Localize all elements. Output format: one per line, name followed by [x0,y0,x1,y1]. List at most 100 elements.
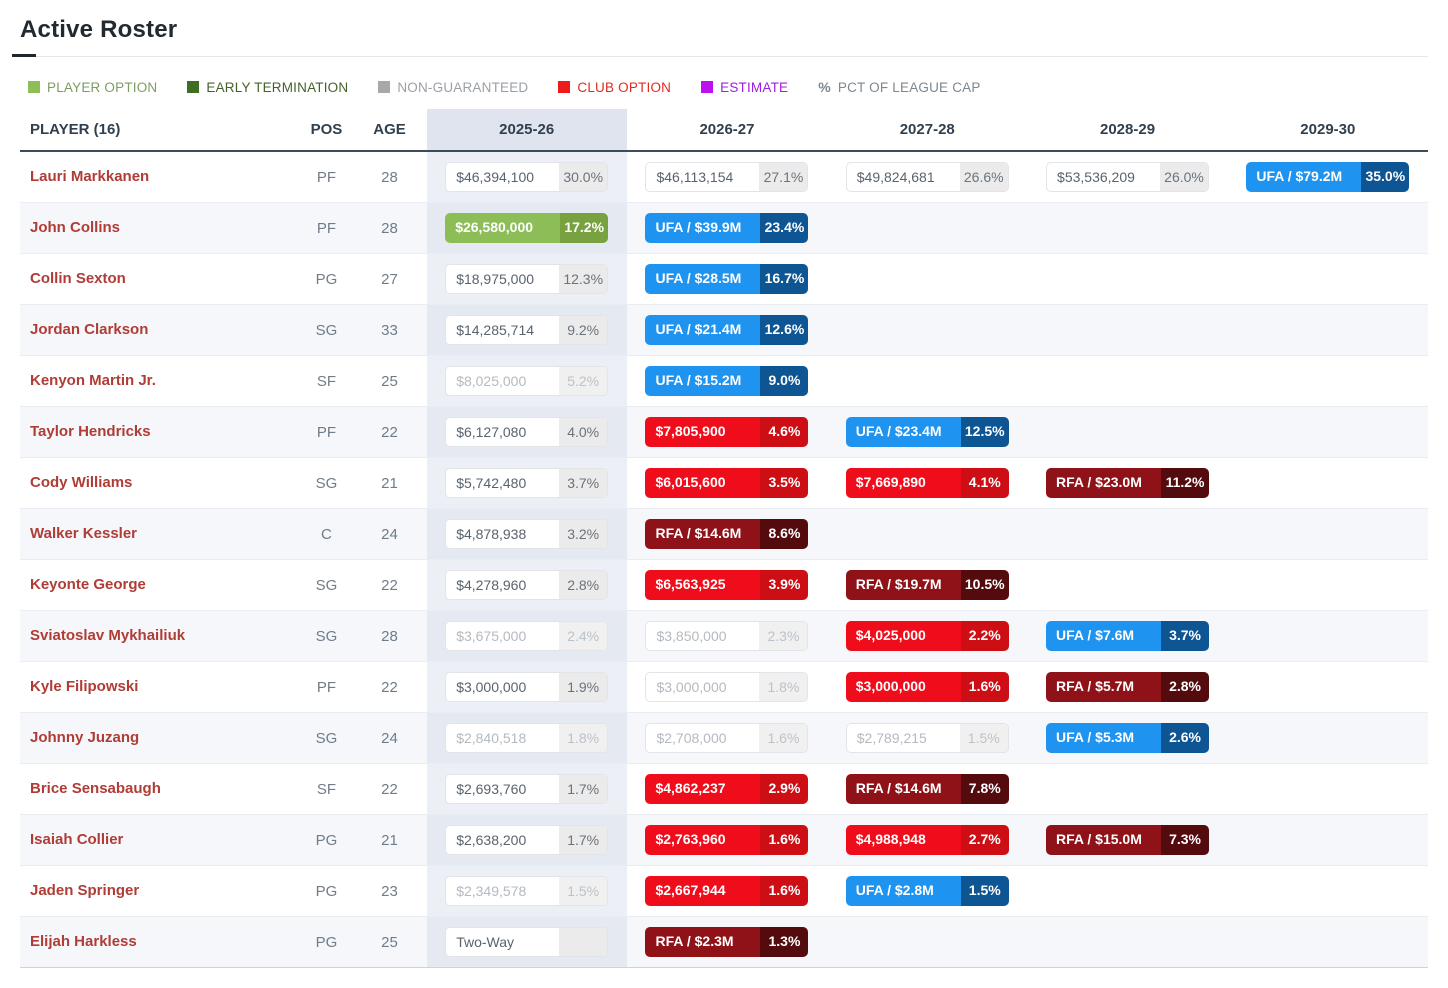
contract-value: RFA / $15.0M [1046,825,1162,855]
contract-badge-blue: UFA / $79.2M 35.0% [1246,162,1410,192]
table-row-cody-williams: Cody Williams SG 21 $5,742,480 3.7% $6,015,60… [20,457,1428,509]
player-cell: Collin Sexton [20,254,300,305]
contract-badge-muted: $3,850,000 2.3% [645,621,809,651]
contract-badge-plain: $3,000,000 1.9% [445,672,609,702]
contract-value: $3,675,000 [456,628,527,644]
player-link-kyle-filipowski[interactable]: Kyle Filipowski [30,678,139,695]
contract-pct: 4.6% [760,417,809,447]
contract-pct: 2.2% [960,621,1009,651]
legend-label: CLUB OPTION [577,79,672,95]
contract-cell-2027-28 [827,509,1027,560]
contract-badge-muted: $2,349,578 1.5% [445,876,609,906]
player-link-taylor-hendricks[interactable]: Taylor Hendricks [30,423,151,440]
player-link-walker-kessler[interactable]: Walker Kessler [30,525,138,542]
column-header-2028-29: 2028-29 [1100,121,1156,138]
contract-cell-2027-28: UFA / $2.8M 1.5% [827,866,1027,917]
contract-pct: 1.9% [559,673,608,701]
player-link-johnny-juzang[interactable]: Johnny Juzang [30,729,140,746]
contract-cell-2025-26: $3,000,000 1.9% [426,661,627,713]
contract-badge-red: $6,015,600 3.5% [645,468,809,498]
contract-value: $14,285,714 [456,322,535,338]
contract-value: $2,763,960 [645,825,761,855]
contract-badge-blue: UFA / $21.4M 12.6% [645,315,809,345]
contract-pct: 3.9% [760,570,809,600]
contract-badge-plain: $14,285,714 9.2% [445,315,609,345]
legend-item-non-guaranteed: NON-GUARANTEED [378,80,528,95]
player-link-kenyon-martin-jr[interactable]: Kenyon Martin Jr. [30,372,156,389]
pos-cell: PG [315,831,338,849]
contract-cell-2026-27: UFA / $15.2M 9.0% [627,356,827,407]
contract-pct: 2.8% [1161,672,1210,702]
player-link-elijah-harkless[interactable]: Elijah Harkless [30,933,137,950]
contract-pct: 2.8% [559,571,608,599]
player-cell: Jaden Springer [20,866,300,917]
contract-cell-2026-27: $4,862,237 2.9% [627,764,827,815]
contract-pct: 1.8% [559,724,608,752]
age-cell: 33 [381,321,398,339]
contract-value: $46,113,154 [656,169,734,185]
player-link-jaden-springer[interactable]: Jaden Springer [30,882,140,899]
legend-swatch-early-termination-icon [187,81,200,93]
legend-swatch-club-option-icon [558,81,571,93]
page: Active Roster PLAYER OPTION EARLY TERMINA… [0,16,1448,968]
contract-cell-2029-30 [1228,764,1428,815]
player-cell: Walker Kessler [20,509,300,560]
table-row-kenyon-martin-jr: Kenyon Martin Jr. SF 25 $8,025,000 5.2% UFA /… [20,355,1428,407]
contract-cell-2025-26: $26,580,000 17.2% [426,202,627,254]
contract-pct: 35.0% [1361,162,1410,192]
contract-value: UFA / $23.4M [845,417,961,447]
contract-cell-2029-30 [1228,662,1428,713]
legend-item-player-option: PLAYER OPTION [28,80,157,95]
player-link-cody-williams[interactable]: Cody Williams [30,474,133,491]
contract-value: $3,000,000 [456,679,527,695]
player-link-lauri-markkanen[interactable]: Lauri Markkanen [30,168,150,185]
contract-value: $6,127,080 [456,424,527,440]
contract-value: $8,025,000 [456,373,527,389]
contract-badge-plain: $4,878,938 3.2% [445,519,609,549]
contract-cell-2027-28 [827,305,1027,356]
contract-badge-blue: UFA / $15.2M 9.0% [645,366,809,396]
age-cell: 27 [381,270,398,288]
age-cell: 28 [381,219,398,237]
table-row-walker-kessler: Walker Kessler C 24 $4,878,938 3.2% RFA / $14… [20,508,1428,560]
age-cell: 24 [381,525,398,543]
column-header-age: AGE [373,121,406,138]
player-link-keyonte-george[interactable]: Keyonte George [30,576,146,593]
player-link-collin-sexton[interactable]: Collin Sexton [30,270,126,287]
age-cell: 25 [381,933,398,951]
player-link-jordan-clarkson[interactable]: Jordan Clarkson [30,321,149,338]
contract-badge-twoway: Two-Way [445,927,609,957]
contract-cell-2028-29 [1027,356,1227,407]
contract-pct: 3.5% [760,468,809,498]
player-cell: Elijah Harkless [20,917,300,968]
contract-value: UFA / $28.5M [645,264,761,294]
contract-cell-2028-29: RFA / $5.7M 2.8% [1027,662,1227,713]
contract-cell-2028-29 [1027,917,1227,968]
age-cell: 23 [381,882,398,900]
age-cell: 24 [381,729,398,747]
table-row-john-collins: John Collins PF 28 $26,580,000 17.2% UFA / $3… [20,202,1428,254]
age-cell: 28 [381,627,398,645]
contract-pct: 1.8% [759,673,808,701]
contract-value: RFA / $23.0M [1046,468,1162,498]
table-header: PLAYER (16) POS AGE 2025-26 2026-27 2027-28 20… [20,109,1428,151]
contract-cell-2026-27: RFA / $2.3M 1.3% [627,917,827,968]
contract-cell-2029-30: UFA / $79.2M 35.0% [1228,151,1428,203]
contract-cell-2028-29 [1027,764,1227,815]
contract-cell-2026-27: $6,015,600 3.5% [627,458,827,509]
player-link-brice-sensabaugh[interactable]: Brice Sensabaugh [30,780,161,797]
contract-cell-2028-29 [1027,254,1227,305]
contract-badge-red: $2,667,944 1.6% [645,876,809,906]
player-link-john-collins[interactable]: John Collins [30,219,120,236]
contract-cell-2027-28: $49,824,681 26.6% [827,151,1027,203]
contract-value: $46,394,100 [456,169,535,185]
player-link-sviatoslav-mykhailiuk[interactable]: Sviatoslav Mykhailiuk [30,627,186,644]
column-header-2029-30: 2029-30 [1300,121,1356,138]
contract-cell-2028-29 [1027,407,1227,458]
contract-value: UFA / $2.8M [845,876,961,906]
contract-cell-2025-26: $2,693,760 1.7% [426,763,627,815]
contract-cell-2027-28: $2,789,215 1.5% [827,713,1027,764]
contract-cell-2029-30 [1228,458,1428,509]
player-link-isaiah-collier[interactable]: Isaiah Collier [30,831,124,848]
contract-value: $7,669,890 [845,468,961,498]
